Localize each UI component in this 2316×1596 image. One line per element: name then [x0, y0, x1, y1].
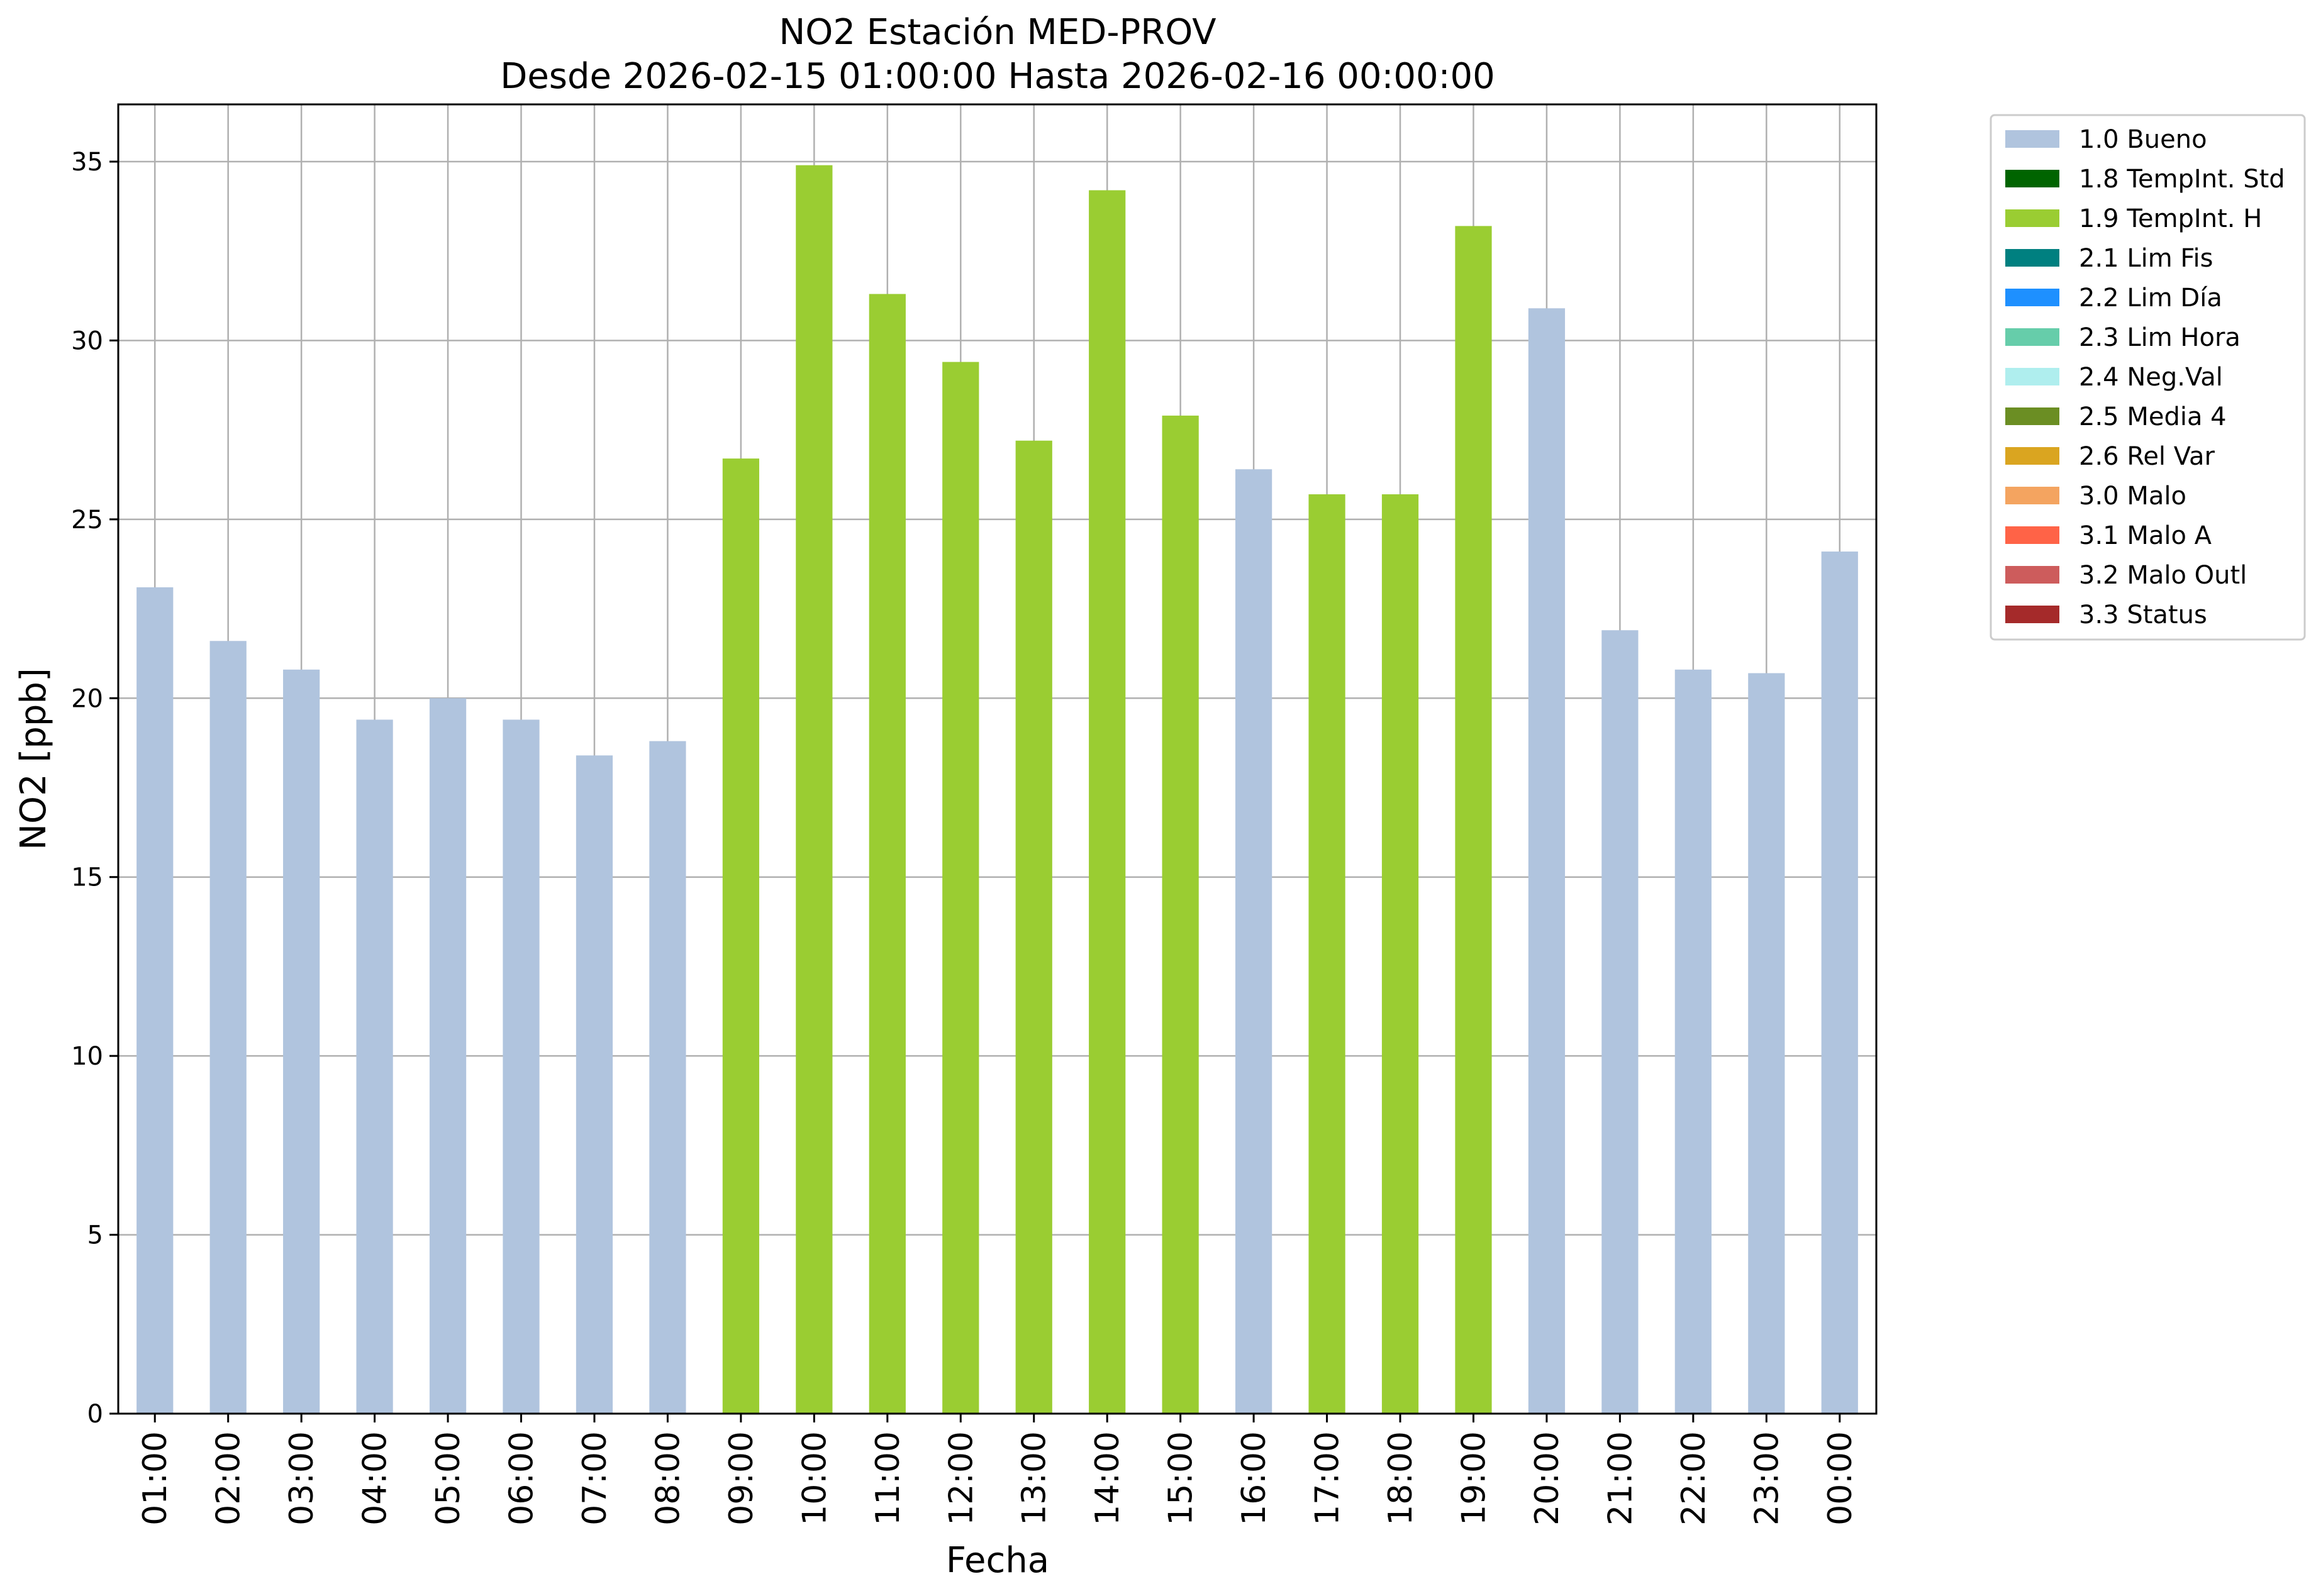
x-axis-ticks: 01:00 02:00 03:00 04:00 05:00 06:00 07:00 08:00… [136, 1414, 1859, 1526]
x-tick-label: 16:00 [1235, 1431, 1273, 1526]
bar-0200 [209, 641, 247, 1414]
bar-1100 [869, 294, 906, 1414]
legend-label: 2.2 Lim Día [2079, 284, 2222, 313]
legend-label: 3.0 Malo [2079, 482, 2186, 511]
y-tick-label: 5 [87, 1221, 103, 1250]
legend-label: 2.6 Rel Var [2079, 442, 2215, 471]
x-tick-label: 06:00 [503, 1431, 541, 1526]
bar-0600 [503, 719, 540, 1414]
x-tick-label: 00:00 [1822, 1431, 1859, 1526]
y-tick-label: 15 [71, 863, 103, 892]
plot-area-frame [117, 103, 1878, 1415]
y-tick-label: 25 [71, 506, 103, 535]
legend-swatch [2005, 249, 2059, 267]
x-tick-label: 05:00 [430, 1431, 467, 1526]
x-tick-label: 04:00 [357, 1431, 394, 1526]
y-tick-label: 10 [71, 1042, 103, 1071]
legend-swatch [2005, 368, 2059, 385]
x-tick-label: 11:00 [869, 1431, 907, 1526]
x-tick-label: 01:00 [136, 1431, 174, 1526]
bar-0800 [649, 741, 686, 1414]
bar-0100 [136, 587, 174, 1414]
y-tick-label: 0 [87, 1400, 103, 1429]
x-tick-label: 07:00 [576, 1431, 614, 1526]
x-tick-label: 10:00 [796, 1431, 833, 1526]
bar-1400 [1089, 190, 1126, 1414]
bar-0300 [283, 669, 320, 1414]
legend-swatch [2005, 526, 2059, 544]
x-tick-label: 22:00 [1675, 1431, 1713, 1526]
legend-label: 3.2 Malo Outl [2079, 561, 2247, 590]
legend: 1.0 Bueno 1.8 TempInt. Std 1.9 TempInt. H 2… [1990, 114, 2306, 641]
legend-label: 1.9 TempInt. H [2079, 204, 2262, 233]
legend-swatch [2005, 289, 2059, 306]
legend-label: 1.0 Bueno [2079, 125, 2207, 154]
legend-label: 2.1 Lim Fis [2079, 244, 2213, 273]
legend-swatch [2005, 407, 2059, 425]
x-tick-label: 02:00 [210, 1431, 248, 1526]
x-tick-label: 17:00 [1309, 1431, 1347, 1526]
y-tick-label: 35 [71, 148, 103, 177]
x-tick-label: 15:00 [1162, 1431, 1200, 1526]
x-tick-label: 21:00 [1601, 1431, 1639, 1526]
legend-swatch [2005, 566, 2059, 584]
x-tick-label: 08:00 [649, 1431, 687, 1526]
legend-swatch [2005, 170, 2059, 187]
bar-1700 [1308, 494, 1345, 1414]
bars [136, 165, 1858, 1414]
legend-label: 1.8 TempInt. Std [2079, 165, 2285, 194]
legend-label: 2.5 Media 4 [2079, 402, 2227, 431]
legend-swatch [2005, 447, 2059, 465]
y-tick-label: 30 [71, 326, 103, 355]
legend-swatch [2005, 487, 2059, 504]
legend-label: 3.3 Status [2079, 601, 2207, 629]
legend-label: 3.1 Malo A [2079, 521, 2212, 550]
bar-1900 [1455, 226, 1492, 1414]
legend-label: 2.3 Lim Hora [2079, 323, 2241, 352]
y-axis-label: NO2 [ppb] [13, 668, 54, 850]
legend-box [1990, 114, 2306, 641]
legend-swatch [2005, 606, 2059, 623]
bar-2200 [1674, 669, 1712, 1414]
bar-1000 [796, 165, 833, 1414]
x-tick-label: 19:00 [1455, 1431, 1493, 1526]
y-axis-ticks: 0 5 10 15 20 25 30 35 [71, 148, 118, 1429]
x-tick-label: 20:00 [1528, 1431, 1566, 1526]
x-tick-label: 18:00 [1382, 1431, 1420, 1526]
bar-2100 [1601, 630, 1639, 1414]
chart-title: NO2 Estación MED-PROV [779, 12, 1216, 53]
x-tick-label: 14:00 [1089, 1431, 1127, 1526]
bar-0400 [356, 719, 393, 1414]
x-tick-label: 23:00 [1748, 1431, 1786, 1526]
x-axis-label: Fecha [946, 1540, 1049, 1581]
bar-0000 [1821, 551, 1858, 1414]
legend-label: 2.4 Neg.Val [2079, 363, 2223, 392]
bar-0900 [722, 458, 760, 1414]
x-tick-label: 03:00 [283, 1431, 321, 1526]
chart-subtitle: Desde 2026-02-15 01:00:00 Hasta 2026-02-… [500, 56, 1495, 97]
bar-2000 [1528, 308, 1566, 1414]
bar-1200 [942, 362, 979, 1414]
bar-0500 [429, 698, 467, 1414]
bar-2300 [1748, 673, 1785, 1414]
legend-swatch [2005, 209, 2059, 227]
x-tick-label: 13:00 [1016, 1431, 1054, 1526]
y-tick-label: 20 [71, 684, 103, 713]
bar-1300 [1015, 440, 1052, 1414]
x-tick-label: 12:00 [942, 1431, 980, 1526]
legend-swatch [2005, 130, 2059, 148]
legend-swatch [2005, 328, 2059, 346]
bar-1600 [1235, 469, 1272, 1414]
bar-1500 [1162, 415, 1199, 1414]
x-tick-label: 09:00 [723, 1431, 760, 1526]
bar-1800 [1381, 494, 1419, 1414]
bar-0700 [576, 755, 613, 1414]
